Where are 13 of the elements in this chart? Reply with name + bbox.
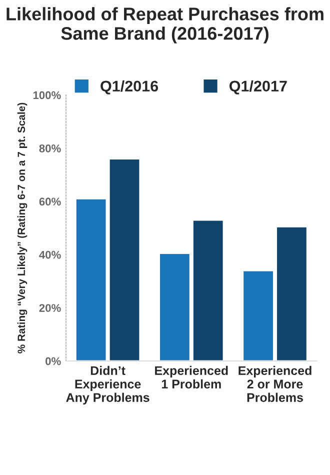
legend-label: Q1/2017: [229, 80, 287, 94]
y-tick-label: 60%: [39, 198, 61, 206]
legend-label: Q1/2016: [100, 80, 158, 94]
x-tick-label: Experienced 2 or More Problems: [238, 366, 312, 402]
y-axis-title: % Rating “Very Likely” (Rating 6-7 on a 7 pt. Scale): [17, 102, 28, 354]
x-tick-label: Experienced 1 Problem: [155, 366, 228, 389]
y-tick-label: 80%: [39, 144, 61, 152]
y-tick-label: 0%: [46, 357, 61, 366]
y-tick-label: 40%: [39, 250, 61, 259]
y-tick-label: 100%: [33, 91, 61, 100]
x-tick-label: Didn’t Experience Any Problems: [66, 366, 150, 404]
y-tick-label: 20%: [39, 304, 61, 312]
chart-title: Likelihood of Repeat Purchases from Same Brand (2016-2017): [6, 7, 324, 44]
